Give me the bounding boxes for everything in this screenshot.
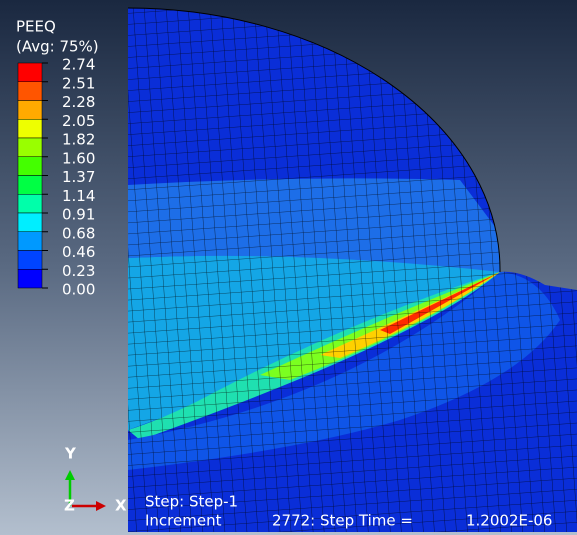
legend-swatch [18, 176, 42, 195]
legend-swatch [18, 138, 42, 157]
viewport: PEEQ (Avg: 75%) 2.742.512.282.051.821.60… [0, 0, 577, 535]
legend-level: 0.68 [62, 224, 95, 242]
step-label: Step: Step-1 [145, 493, 238, 511]
legend-swatch [18, 82, 42, 101]
legend-swatch [18, 194, 42, 213]
legend-swatch [18, 119, 42, 138]
increment-value: 2772: Step Time = [272, 512, 413, 530]
legend-level: 0.23 [62, 262, 95, 280]
legend-swatch [18, 269, 42, 288]
legend-level: 1.37 [62, 168, 95, 186]
legend-level: 1.82 [62, 131, 95, 149]
legend-swatch [18, 251, 42, 270]
increment-label: Increment [145, 512, 222, 530]
legend-level: 2.28 [62, 93, 95, 111]
legend-level: 2.74 [62, 56, 95, 74]
legend-title: PEEQ [16, 18, 56, 36]
legend-swatch [18, 213, 42, 232]
legend-level: 2.51 [62, 74, 95, 92]
legend-swatch [18, 157, 42, 176]
legend-subtitle: (Avg: 75%) [16, 38, 99, 56]
legend-swatch [18, 63, 42, 82]
legend-level: 0.91 [62, 206, 95, 224]
triad-z: Z [64, 497, 75, 515]
triad-y: Y [64, 445, 77, 463]
legend-level: 1.60 [62, 149, 95, 167]
legend-swatch [18, 232, 42, 251]
legend-level: 1.14 [62, 187, 95, 205]
legend-swatch [18, 101, 42, 120]
legend-level: 2.05 [62, 112, 95, 130]
legend-level: 0.00 [62, 281, 95, 299]
step-time: 1.2002E-06 [466, 512, 552, 530]
legend-level: 0.46 [62, 243, 95, 261]
triad-x: X [115, 497, 127, 515]
